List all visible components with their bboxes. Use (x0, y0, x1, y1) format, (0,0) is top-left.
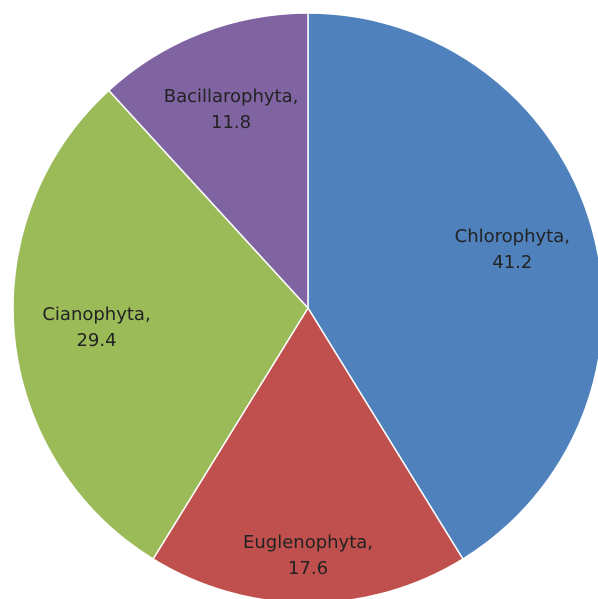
pie-slice (152, 306, 464, 599)
pie-slice (12, 89, 309, 561)
data-label: Cianophyta, 29.4 (42, 303, 151, 351)
pie-slice (107, 12, 309, 310)
data-label: Bacillarophyta, 11.8 (163, 86, 299, 134)
data-label: Chlorophyta, 41.2 (454, 226, 570, 274)
pie-slice (307, 12, 598, 561)
data-label: Euglenophyta, 17.6 (243, 531, 373, 579)
